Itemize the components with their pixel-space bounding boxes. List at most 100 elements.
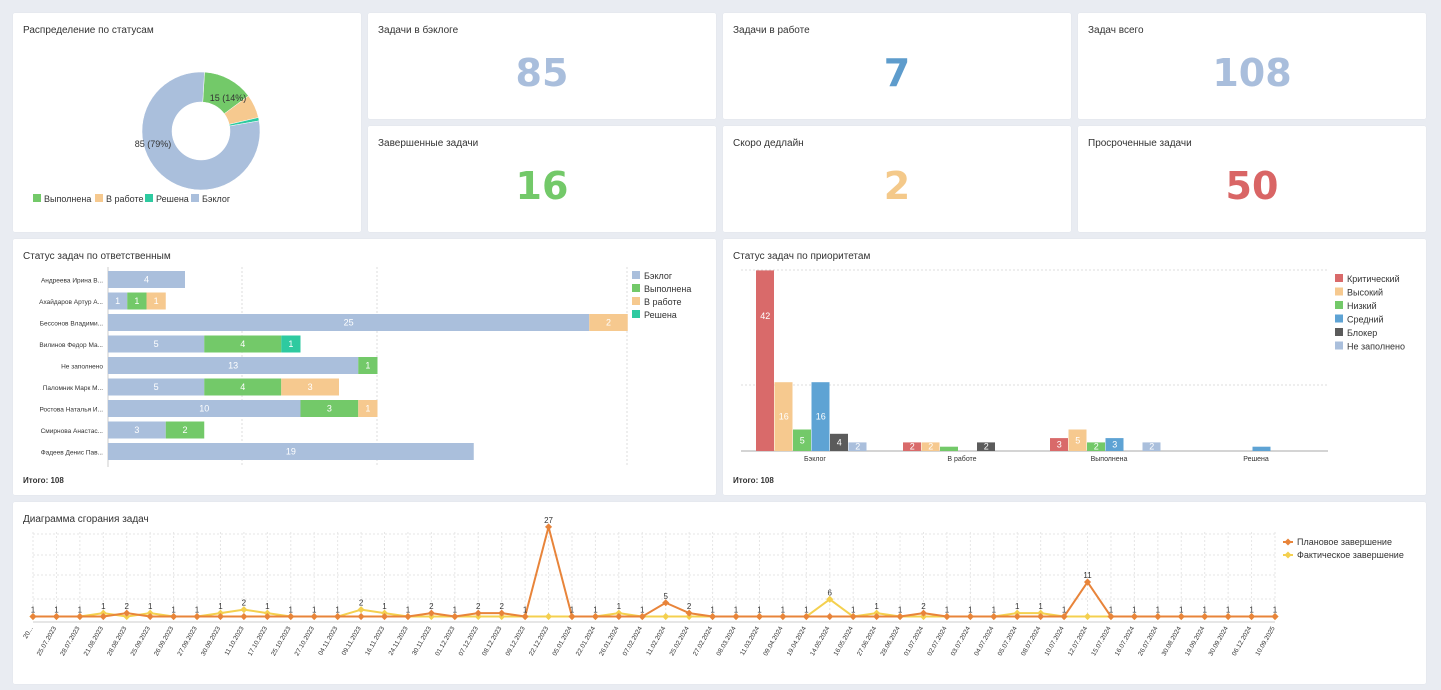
point-label-28: 2	[687, 602, 692, 611]
date-label-33: 19.04.2024	[786, 625, 809, 657]
date-label-27: 11.02.2024	[645, 625, 667, 657]
date-label-49: 30.08.2024	[1161, 625, 1184, 657]
legend-item-1: Фактическое завершение	[1297, 550, 1404, 560]
point-label-35: 1	[851, 606, 856, 615]
point-label-15: 1	[382, 602, 387, 611]
point-label-1: 1	[54, 606, 59, 615]
planned-point-34	[826, 613, 834, 621]
bar-label-6-0: 10	[199, 404, 209, 414]
bar-0-2	[793, 429, 811, 451]
point-label-17: 2	[429, 602, 434, 611]
point-label-30: 1	[734, 606, 739, 615]
planned-point-18	[451, 613, 459, 621]
legend-swatch-1	[632, 284, 640, 292]
planned-point-27	[662, 599, 670, 607]
legend-item-5: Не заполнено	[1347, 342, 1405, 352]
point-label-13: 1	[335, 606, 340, 615]
planned-point-14	[357, 613, 365, 621]
actual-point-27	[662, 613, 670, 621]
point-label-21: 1	[523, 606, 528, 615]
point-label-43: 1	[1038, 602, 1043, 611]
by-priority-total: Итого: 108	[733, 476, 774, 485]
bar-label-0-0: 4	[144, 275, 149, 285]
bar-label-4-1: 1	[365, 361, 370, 371]
point-label-24: 1	[593, 606, 598, 615]
bar-label-8-0: 19	[286, 447, 296, 457]
date-label-15: 16.11.2023	[364, 625, 386, 657]
planned-point-9	[240, 613, 248, 621]
legend-swatch-5	[1335, 341, 1343, 350]
planned-point-16	[404, 613, 412, 621]
legend-swatch-3	[632, 310, 640, 318]
bar-2-5	[1142, 442, 1161, 451]
row-label-6: Ростова Наталья И...	[39, 407, 103, 414]
bar-label-2-2: 2	[606, 318, 611, 328]
date-label-32: 09.04.2024	[762, 625, 785, 657]
date-label-46: 15.07.2024	[1090, 625, 1113, 657]
planned-point-21	[521, 613, 529, 621]
donut-label-backlog: 85 (79%)	[135, 139, 172, 149]
date-label-6: 26.09.2023	[153, 625, 176, 657]
point-label-45: 11	[1083, 571, 1092, 580]
point-label-52: 1	[1249, 606, 1254, 615]
bar-2-2	[589, 314, 628, 331]
point-label-36: 1	[874, 602, 879, 611]
point-label-48: 1	[1156, 606, 1161, 615]
date-label-7: 27.09.2023	[176, 625, 199, 657]
planned-point-36	[873, 613, 881, 621]
bar-0-4	[830, 433, 848, 451]
bar-5-1	[204, 378, 282, 396]
date-label-14: 09.11.2023	[341, 625, 363, 657]
kpi-completed-value: 16	[515, 164, 569, 208]
planned-point-35	[849, 613, 857, 621]
legend-item-2: Решена	[156, 194, 189, 204]
status-distribution-title: Распределение по статусам	[23, 25, 154, 36]
point-label-22: 27	[544, 516, 553, 525]
date-label-34: 14.05.2024	[809, 625, 832, 657]
legend-item-3: Решена	[644, 310, 677, 320]
actual-point-45	[1083, 613, 1092, 621]
bar-label-4-0: 13	[228, 361, 238, 371]
legend-item-0: Бэклог	[644, 271, 673, 281]
status-donut-chart: 15 (14%) 85 (79%) Выполнена В работе Решена Б…	[33, 71, 261, 204]
bar-6-1	[300, 400, 359, 417]
bar-label-2-2: 2	[1094, 442, 1099, 452]
planned-point-24	[591, 613, 599, 621]
point-label-3: 1	[101, 602, 106, 611]
planned-point-7	[193, 613, 201, 621]
planned-point-10	[263, 613, 271, 621]
planned-point-30	[732, 613, 740, 621]
planned-point-26	[638, 613, 646, 621]
date-label-30: 08.03.2024	[715, 625, 738, 657]
bar-label-7-0: 3	[134, 425, 139, 435]
legend-swatch-0	[632, 271, 640, 279]
bar-8-0	[108, 443, 474, 460]
planned-point-23	[568, 613, 576, 621]
bar-3-1	[204, 335, 282, 353]
point-label-40: 1	[968, 606, 973, 615]
kpi-overdue-title: Просроченные задачи	[1088, 138, 1192, 149]
point-label-53: 1	[1273, 606, 1278, 615]
date-label-1: 25.07.2023	[36, 625, 59, 657]
legend-item-3: Средний	[1347, 315, 1384, 325]
legend-item-0: Плановое завершение	[1297, 537, 1392, 547]
date-label-25: 26.01.2024	[598, 625, 621, 657]
bar-1-1	[127, 292, 147, 310]
point-label-38: 2	[921, 602, 926, 611]
point-label-16: 1	[406, 606, 411, 615]
bar-label-2-0: 3	[1057, 440, 1062, 450]
bar-label-2-1: 5	[1075, 435, 1080, 445]
legend-swatch-2	[145, 194, 153, 202]
planned-point-31	[755, 613, 763, 621]
point-label-32: 1	[781, 606, 786, 615]
date-label-43: 08.07.2024	[1020, 625, 1043, 657]
row-label-1: Ахайдаров Артур А...	[39, 298, 103, 306]
planned-point-29	[709, 613, 717, 621]
date-label-47: 16.07.2024	[1114, 625, 1137, 657]
bar-0-5	[848, 442, 867, 451]
point-label-51: 1	[1226, 606, 1231, 615]
legend-item-0: Выполнена	[44, 194, 91, 204]
date-label-53: 10.09.2025	[1254, 625, 1277, 657]
point-label-49: 1	[1179, 606, 1184, 615]
kpi-backlog-value: 85	[515, 51, 569, 95]
